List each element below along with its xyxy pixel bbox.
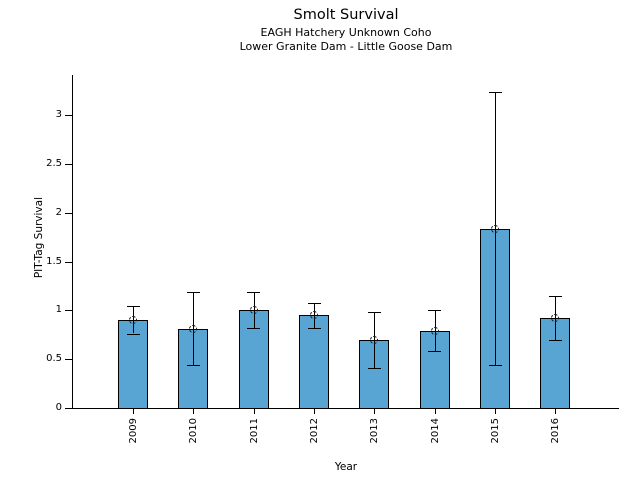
- x-axis-label: Year: [334, 461, 358, 473]
- x-tick: [374, 409, 375, 414]
- point-marker: [189, 325, 197, 333]
- x-tick-label: 2009: [128, 418, 139, 444]
- error-cap-top: [489, 92, 502, 93]
- x-tick: [133, 409, 134, 414]
- error-cap-bottom: [127, 334, 140, 335]
- error-cap-bottom: [187, 365, 200, 366]
- y-tick: [65, 213, 72, 214]
- error-cap-bottom: [489, 365, 502, 366]
- y-tick-label: 3: [55, 109, 62, 120]
- y-tick-label: 2.5: [46, 158, 62, 169]
- error-cap-bottom: [368, 368, 381, 369]
- x-tick-label: 2011: [249, 418, 260, 444]
- error-cap-bottom: [428, 351, 441, 352]
- error-cap-bottom: [549, 340, 562, 341]
- y-tick-label: 1: [55, 304, 62, 315]
- error-cap-top: [308, 303, 321, 304]
- point-marker: [491, 225, 499, 233]
- point-marker: [370, 336, 378, 344]
- error-cap-top: [428, 310, 441, 311]
- error-cap-bottom: [247, 328, 260, 329]
- error-cap-bottom: [308, 328, 321, 329]
- y-tick: [65, 408, 72, 409]
- point-marker: [250, 306, 258, 314]
- chart-subtitle-reach: Lower Granite Dam - Little Goose Dam: [239, 40, 453, 53]
- x-tick: [435, 409, 436, 414]
- x-tick-label: 2015: [490, 418, 501, 444]
- y-tick-label: 0.5: [46, 353, 62, 364]
- error-cap-top: [549, 296, 562, 297]
- x-tick-label: 2014: [430, 418, 441, 444]
- y-axis-spine: [72, 75, 73, 409]
- x-tick: [495, 409, 496, 414]
- point-marker: [431, 327, 439, 335]
- y-tick: [65, 115, 72, 116]
- y-tick: [65, 359, 72, 360]
- y-tick: [65, 310, 72, 311]
- error-cap-top: [247, 292, 260, 293]
- error-cap-top: [187, 292, 200, 293]
- x-tick: [193, 409, 194, 414]
- y-tick-label: 2: [55, 207, 62, 218]
- error-cap-top: [368, 312, 381, 313]
- bar: [420, 331, 450, 409]
- bar: [299, 315, 329, 409]
- x-tick: [555, 409, 556, 414]
- point-marker: [551, 314, 559, 322]
- x-axis-spine: [72, 408, 619, 409]
- y-tick-label: 1.5: [46, 256, 62, 267]
- y-tick: [65, 164, 72, 165]
- x-tick: [314, 409, 315, 414]
- y-tick-label: 0: [55, 402, 62, 413]
- point-marker: [310, 311, 318, 319]
- y-axis-label: PIT-Tag Survival: [33, 197, 45, 279]
- x-tick-label: 2010: [188, 418, 199, 444]
- x-tick-label: 2012: [309, 418, 320, 444]
- y-tick: [65, 262, 72, 263]
- x-tick-label: 2013: [369, 418, 380, 444]
- x-tick-label: 2016: [550, 418, 561, 444]
- chart-subtitle-stock: EAGH Hatchery Unknown Coho: [260, 26, 432, 39]
- point-marker: [129, 316, 137, 324]
- chart-title: Smolt Survival: [293, 7, 399, 23]
- error-cap-top: [127, 306, 140, 307]
- x-tick: [254, 409, 255, 414]
